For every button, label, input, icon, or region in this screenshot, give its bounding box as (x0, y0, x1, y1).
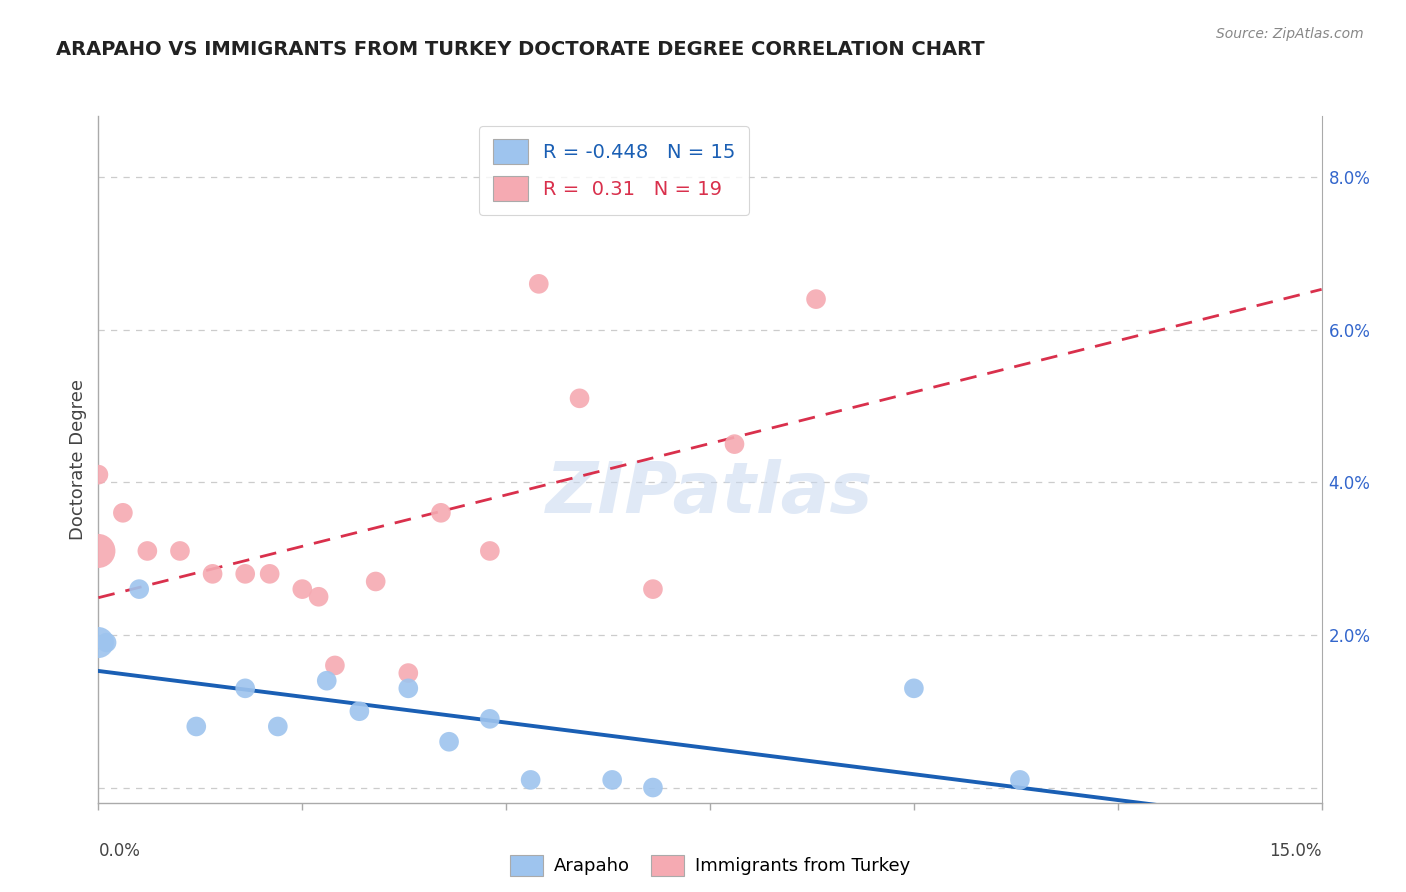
Point (315, 673, 337, 688)
Point (136, 544, 159, 558)
Point (186, 719, 208, 733)
Text: ZIPatlas: ZIPatlas (547, 459, 873, 528)
Point (87, 544, 110, 558)
Point (349, 704, 371, 718)
Point (87, 635, 110, 649)
Y-axis label: Doctorate Degree: Doctorate Degree (69, 379, 87, 540)
Point (641, 780, 664, 795)
Text: Source: ZipAtlas.com: Source: ZipAtlas.com (1216, 27, 1364, 41)
Point (568, 392, 591, 406)
Point (600, 772, 623, 787)
Point (323, 658, 346, 673)
Point (308, 590, 330, 604)
Point (903, 681, 925, 696)
Point (233, 681, 256, 696)
Point (641, 582, 664, 596)
Text: ARAPAHO VS IMMIGRANTS FROM TURKEY DOCTORATE DEGREE CORRELATION CHART: ARAPAHO VS IMMIGRANTS FROM TURKEY DOCTOR… (56, 40, 984, 59)
Point (804, 292, 827, 306)
Legend: Arapaho, Immigrants from Turkey: Arapaho, Immigrants from Turkey (503, 847, 917, 883)
Point (723, 437, 745, 451)
Text: 15.0%: 15.0% (1270, 842, 1322, 860)
Point (267, 719, 290, 733)
Point (169, 544, 191, 558)
Text: 0.0%: 0.0% (98, 842, 141, 860)
Point (1008, 772, 1031, 787)
Point (527, 277, 550, 291)
Point (291, 582, 314, 596)
Point (96, 635, 118, 649)
Point (233, 566, 256, 581)
Point (87, 467, 110, 482)
Point (128, 582, 150, 596)
Point (396, 681, 419, 696)
Point (364, 574, 387, 589)
Point (201, 566, 224, 581)
Point (519, 772, 541, 787)
Point (437, 735, 460, 749)
Point (478, 712, 501, 726)
Point (396, 666, 419, 681)
Point (111, 506, 134, 520)
Point (430, 506, 453, 520)
Point (259, 566, 281, 581)
Point (478, 544, 501, 558)
